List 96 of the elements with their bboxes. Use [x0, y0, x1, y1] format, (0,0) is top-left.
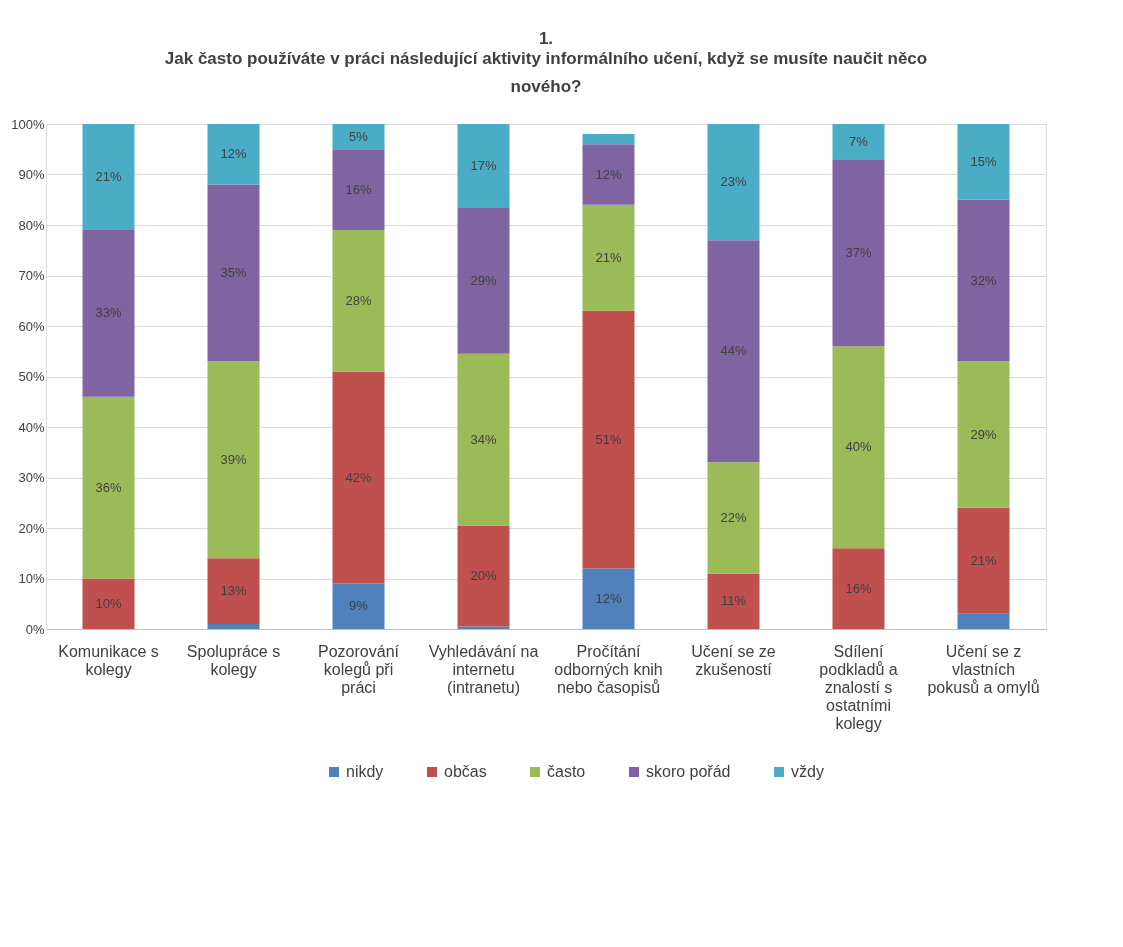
y-tick-label: 80% [18, 217, 45, 233]
bar [207, 623, 260, 629]
data-label: 16% [845, 580, 872, 596]
data-label: 37% [845, 244, 872, 260]
bar [332, 583, 385, 629]
data-label: 42% [345, 469, 372, 485]
y-tick-label: 40% [18, 419, 45, 435]
bar [332, 371, 385, 584]
x-tick-label: Pozorování kolegů při práci [318, 642, 400, 696]
data-label: 12% [595, 166, 622, 182]
data-label: 32% [970, 272, 997, 288]
x-tick-label: Spolupráce s kolegy [186, 642, 281, 678]
bar [707, 573, 760, 629]
data-label: 39% [220, 451, 247, 467]
data-label: 35% [220, 264, 247, 280]
data-label: 51% [595, 431, 622, 447]
chart-subtitle: Jak často používáte v práci následující aktivity informálního učení, když se musíte naučit něco nového? [164, 49, 928, 96]
bar [457, 525, 510, 627]
bar [82, 396, 135, 579]
data-label: 34% [470, 431, 497, 447]
bar [582, 144, 635, 205]
y-tick-label: 30% [18, 470, 45, 485]
legend-label: občas [444, 763, 487, 780]
x-tick-label: Učení se ze zkušeností [691, 642, 776, 678]
bar [832, 548, 885, 629]
x-tick-label: Sdílení podkladů a znalostí s ostatními kolegy [819, 642, 898, 732]
data-label: 33% [95, 305, 122, 321]
data-label: 12% [220, 146, 247, 162]
bar [957, 507, 1010, 614]
bar [582, 204, 635, 311]
bar [707, 240, 760, 463]
data-label: 28% [345, 292, 372, 308]
y-tick-label: 100% [11, 116, 45, 132]
data-label: 21% [970, 552, 997, 568]
data-label: 21% [595, 249, 622, 265]
data-label: 7% [849, 133, 869, 149]
data-label: 9% [349, 598, 369, 614]
bar [707, 462, 760, 574]
legend-label: skoro pořád [646, 763, 731, 780]
bar [832, 159, 885, 347]
legend-label: vždy [791, 763, 824, 780]
data-label: 23% [720, 174, 747, 190]
bar [832, 124, 885, 160]
bar [957, 613, 1010, 629]
legend-label: často [547, 763, 586, 780]
bar [457, 207, 510, 354]
bar [82, 578, 135, 629]
bar [582, 134, 635, 145]
data-label: 16% [345, 181, 372, 197]
data-label: 12% [595, 590, 622, 606]
bar [457, 124, 510, 208]
x-tick-label: Pročítání odborných knih nebo časopisů [554, 642, 663, 696]
x-tick-label: Vyhledávání na internetu (intranetu) [428, 642, 539, 696]
bar [332, 230, 385, 372]
data-label: 36% [95, 479, 122, 495]
chart-title: 1. [538, 29, 554, 48]
data-label: 10% [95, 595, 122, 611]
bar [957, 199, 1010, 362]
y-tick-label: 10% [18, 571, 45, 586]
data-label: 17% [470, 157, 497, 173]
data-label: 20% [470, 567, 497, 583]
bar [332, 149, 385, 231]
bar [457, 626, 510, 629]
bar [582, 310, 635, 569]
legend-label: nikdy [346, 763, 384, 780]
data-label: 22% [720, 509, 747, 525]
bar [207, 184, 260, 362]
data-label: 13% [220, 583, 247, 599]
y-tick-label: 0% [25, 621, 45, 637]
bar [332, 124, 385, 150]
bar [957, 361, 1010, 508]
bar [207, 558, 260, 624]
data-label: 44% [720, 343, 747, 359]
data-label: 21% [95, 169, 122, 185]
x-tick-label: Komunikace s kolegy [58, 642, 159, 678]
bar [582, 568, 635, 629]
bar [82, 124, 135, 231]
data-label: 29% [470, 272, 497, 288]
data-label: 15% [970, 153, 997, 169]
bar [707, 124, 760, 241]
y-tick-label: 70% [18, 268, 45, 283]
data-label: 40% [845, 439, 872, 455]
data-label: 29% [970, 426, 997, 442]
bar [457, 353, 510, 526]
x-tick-label: Učení se z vlastních pokusů a omylů [927, 642, 1040, 696]
y-tick-label: 90% [18, 167, 45, 182]
bar [207, 361, 260, 559]
bar [82, 230, 135, 397]
bar [207, 124, 260, 185]
data-label: 11% [720, 593, 747, 609]
bar [832, 346, 885, 549]
y-tick-label: 20% [18, 520, 45, 536]
y-tick-label: 50% [18, 369, 45, 384]
data-label: 5% [349, 128, 369, 144]
bar [957, 124, 1010, 200]
y-tick-label: 60% [18, 318, 45, 334]
